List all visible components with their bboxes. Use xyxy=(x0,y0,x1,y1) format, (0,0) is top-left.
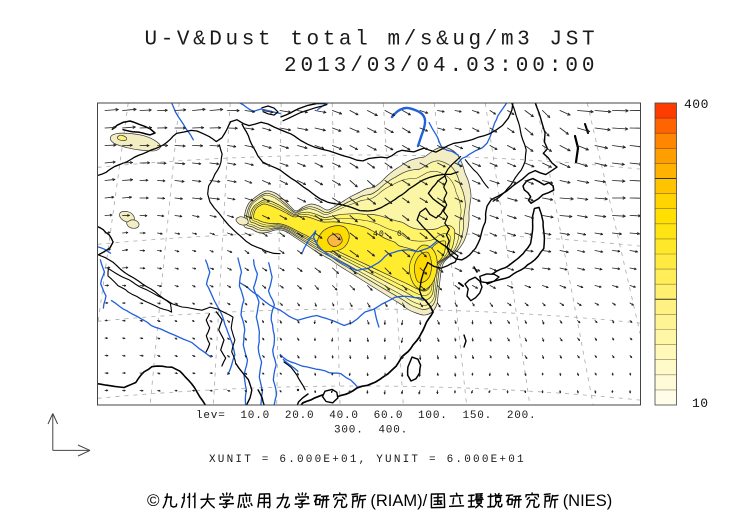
svg-text:10: 10 xyxy=(692,396,709,411)
svg-text:(NIES): (NIES) xyxy=(563,492,613,510)
svg-text:300. 400.: 300. 400. xyxy=(334,425,408,437)
svg-text:©: © xyxy=(147,491,160,510)
svg-text:400: 400 xyxy=(684,97,709,112)
svg-text:U-V&Dust total m/s&ug/m3 JST: U-V&Dust total m/s&ug/m3 JST xyxy=(145,29,599,52)
svg-text:(RIAM)/: (RIAM)/ xyxy=(370,492,427,510)
svg-text:2013/03/04.03:00:00: 2013/03/04.03:00:00 xyxy=(284,55,599,78)
svg-text:40. 0: 40. 0 xyxy=(373,230,403,239)
svg-text:XUNIT = 6.000E+01, YUNIT = 6.0: XUNIT = 6.000E+01, YUNIT = 6.000E+01 xyxy=(209,454,526,466)
svg-text:lev= 10.0 20.0 40.0 60.0: lev= 10.0 20.0 40.0 60.0 100. 150. 200. xyxy=(196,410,536,422)
